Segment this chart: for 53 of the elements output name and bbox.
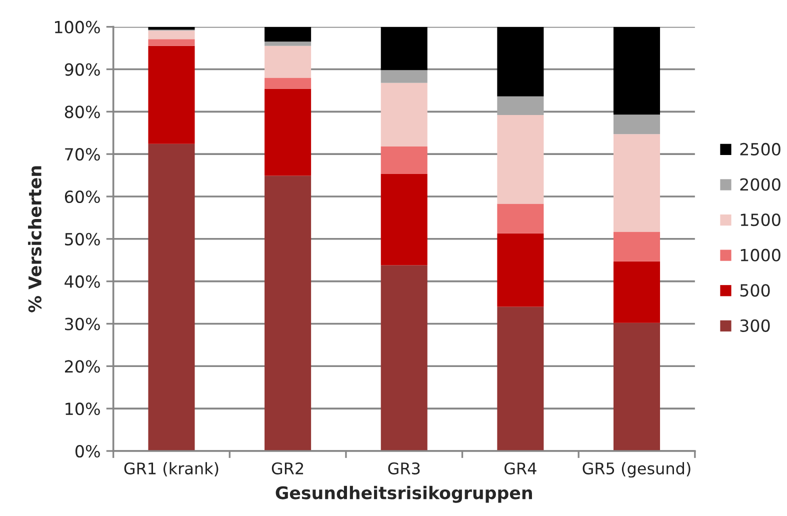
legend-label: 500 [740, 284, 770, 297]
bar [148, 144, 195, 451]
y-axis-title: % Versicherten [28, 166, 42, 312]
bar [380, 26, 428, 70]
bar [148, 26, 195, 30]
bar [380, 70, 428, 83]
bar [497, 233, 544, 307]
x-tick-label: GR1 (krank) [124, 462, 218, 476]
bar [614, 26, 660, 115]
bar [148, 30, 195, 40]
y-tick-label: 50% [65, 232, 100, 246]
y-tick-label: 100% [55, 20, 100, 34]
bar [497, 96, 544, 116]
y-tick-label: 90% [64, 63, 100, 76]
bar [614, 322, 660, 451]
bar [497, 26, 544, 96]
bar [264, 88, 312, 176]
x-tick-label: GR5 (gesund) [582, 462, 690, 478]
y-tick-label: 10% [66, 402, 100, 416]
legend-label: 1500 [740, 213, 780, 226]
bar [148, 46, 195, 144]
x-tick-label: GR4 [504, 462, 536, 474]
y-tick-label: 70% [65, 148, 100, 161]
x-tick-label: GR3 [388, 462, 420, 474]
bar [380, 174, 428, 266]
bar [614, 134, 660, 232]
bar [380, 265, 428, 451]
bar [497, 115, 544, 204]
x-axis-title: Gesundheitsrisikogruppen [276, 486, 532, 503]
bar [614, 232, 660, 262]
bar [614, 261, 660, 323]
bar [264, 42, 312, 46]
bar [264, 78, 312, 89]
y-tick-label: 30% [65, 318, 100, 330]
bar [380, 82, 428, 146]
bar [264, 26, 312, 42]
bar [264, 176, 312, 451]
y-tick-label: 60% [64, 190, 100, 204]
bar [380, 146, 428, 174]
legend-label: 2500 [740, 142, 780, 156]
bar [497, 306, 544, 451]
y-tick-label: 40% [64, 275, 100, 288]
y-tick-label: 80% [64, 106, 100, 118]
bar [264, 46, 312, 78]
y-tick-label: 20% [65, 360, 100, 373]
legend-label: 2000 [740, 178, 780, 191]
bar [148, 39, 195, 46]
bar [497, 204, 544, 234]
legend-label: 1000 [740, 248, 780, 262]
y-tick-label: 0% [75, 444, 100, 458]
x-tick-label: GR2 [272, 462, 304, 474]
bar [614, 114, 660, 134]
legend-label: 300 [740, 319, 770, 332]
